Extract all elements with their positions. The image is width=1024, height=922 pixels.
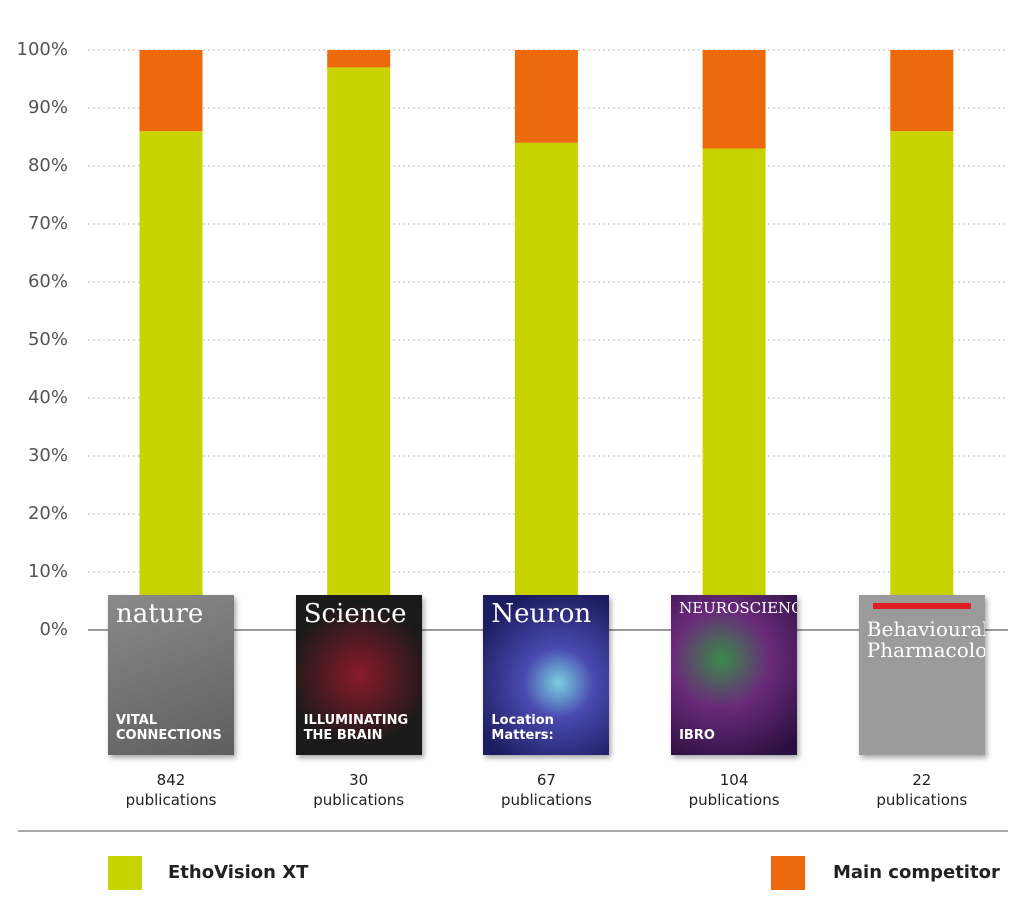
bar-segment — [514, 142, 578, 631]
legend-label: Main competitor — [833, 862, 1000, 883]
y-tick-label: 60% — [28, 271, 68, 292]
x-tick-label: 842 publications — [125, 771, 217, 809]
y-tick-label: 50% — [28, 329, 68, 350]
journal-cover: Behavioural Pharmacology — [858, 595, 985, 755]
cover-headline: Location Matters: — [491, 713, 554, 743]
bar-segment — [702, 50, 766, 149]
cover-headline: ILLUMINATING THE BRAIN — [303, 713, 409, 743]
cover-title: Behavioural Pharmacology — [866, 617, 985, 662]
bar-segment — [139, 50, 203, 132]
bar-segment — [702, 148, 766, 630]
y-tick-label: 40% — [28, 387, 68, 408]
bar-segment — [514, 50, 578, 143]
journal-cover: Neuron Location Matters: — [483, 595, 610, 755]
journal-cover: nature VITAL CONNECTIONS — [108, 595, 234, 755]
bar-segment — [327, 67, 391, 630]
bar-segment — [327, 50, 391, 68]
x-tick-label: 30 publications — [313, 771, 405, 809]
cover-headline: IBRO — [679, 727, 715, 743]
y-tick-label: 90% — [28, 97, 68, 118]
y-tick-label: 70% — [28, 213, 68, 234]
cover-headline: VITAL CONNECTIONS — [116, 713, 222, 743]
bar-segment — [139, 131, 203, 630]
y-tick-label: 0% — [39, 619, 68, 640]
cover-title: Neuron — [491, 599, 592, 629]
bar-segment — [890, 50, 954, 132]
x-tick-label: 104 publications — [688, 771, 780, 809]
y-tick-label: 20% — [28, 503, 68, 524]
y-tick-label: 30% — [28, 445, 68, 466]
cover-band — [872, 603, 971, 609]
y-tick-label: 80% — [28, 155, 68, 176]
journal-cover: Science ILLUMINATING THE BRAIN — [295, 595, 422, 755]
x-tick-label: 67 publications — [500, 771, 592, 809]
cover-title: Science — [303, 599, 407, 629]
x-tick-label: 22 publications — [876, 771, 968, 809]
legend-label: EthoVision XT — [168, 862, 309, 883]
bar-segment — [890, 131, 954, 630]
y-tick-label: 10% — [28, 561, 68, 582]
y-tick-label: 100% — [17, 39, 68, 60]
legend-swatch — [108, 856, 142, 890]
journal-cover: NEUROSCIENCE IBRO — [671, 595, 798, 755]
cover-title: nature — [116, 599, 204, 629]
legend-swatch — [771, 856, 805, 890]
cover-title: NEUROSCIENCE — [679, 599, 798, 617]
